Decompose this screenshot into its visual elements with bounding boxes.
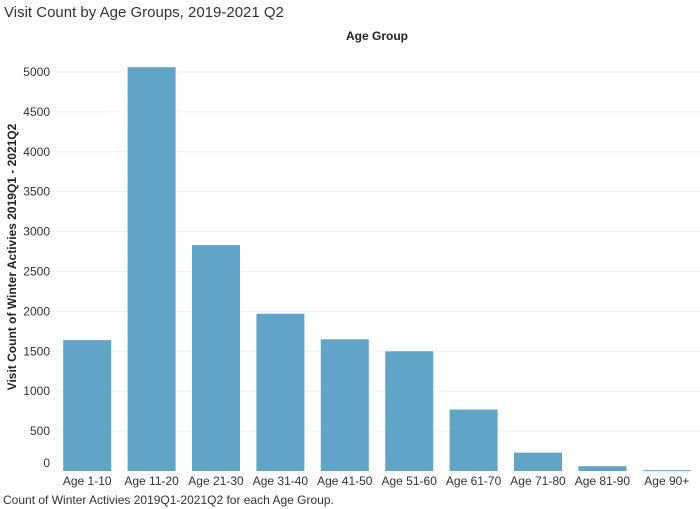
- y-tick-label: 2500: [23, 264, 50, 278]
- y-axis-ticks: 0 500 1000 1500 2000 2500 3000 3500 4000 4500 5000: [23, 65, 50, 470]
- x-tick-label: Age 51-60: [382, 474, 438, 488]
- x-tick-label: Age 1-10: [63, 474, 112, 488]
- chart-caption: Count of Winter Activies 2019Q1-2021Q2 f…: [3, 493, 334, 507]
- y-tick-label: 0: [43, 456, 50, 470]
- y-tick-label: 3000: [23, 225, 50, 239]
- y-axis-title: Visit Count of Winter Activies 2019Q1 - …: [5, 123, 19, 390]
- x-tick-label: Age 71-80: [510, 474, 566, 488]
- x-axis-header: Age Group: [346, 29, 408, 43]
- x-tick-label: Age 31-40: [253, 474, 309, 488]
- chart-title: Visit Count by Age Groups, 2019-2021 Q2: [4, 4, 284, 21]
- x-axis-ticks: Age 1-10 Age 11-20 Age 21-30 Age 31-40 Age 4…: [63, 474, 689, 488]
- y-tick-label: 2000: [23, 304, 50, 318]
- bars: [63, 67, 691, 472]
- y-tick-label: 1500: [23, 344, 50, 358]
- x-tick-label: Age 41-50: [317, 474, 373, 488]
- bar[interactable]: [514, 452, 562, 471]
- bar[interactable]: [320, 339, 369, 471]
- bar[interactable]: [127, 67, 176, 471]
- y-tick-label: 500: [30, 424, 50, 438]
- bar[interactable]: [256, 313, 305, 471]
- x-tick-label: Age 81-90: [575, 474, 631, 488]
- y-tick-label: 3500: [23, 185, 50, 199]
- y-tick-label: 5000: [23, 65, 50, 79]
- bar[interactable]: [63, 340, 112, 471]
- bar[interactable]: [449, 409, 498, 471]
- bar[interactable]: [642, 470, 691, 472]
- y-tick-label: 4000: [23, 145, 50, 159]
- y-tick-label: 4500: [23, 105, 50, 119]
- bar[interactable]: [385, 351, 434, 471]
- x-tick-label: Age 21-30: [188, 474, 244, 488]
- x-tick-label: Age 61-70: [446, 474, 502, 488]
- x-tick-label: Age 11-20: [124, 474, 179, 488]
- bar[interactable]: [578, 466, 627, 471]
- y-tick-label: 1000: [23, 384, 50, 398]
- bar[interactable]: [192, 245, 240, 471]
- x-tick-label: Age 90+: [644, 474, 689, 488]
